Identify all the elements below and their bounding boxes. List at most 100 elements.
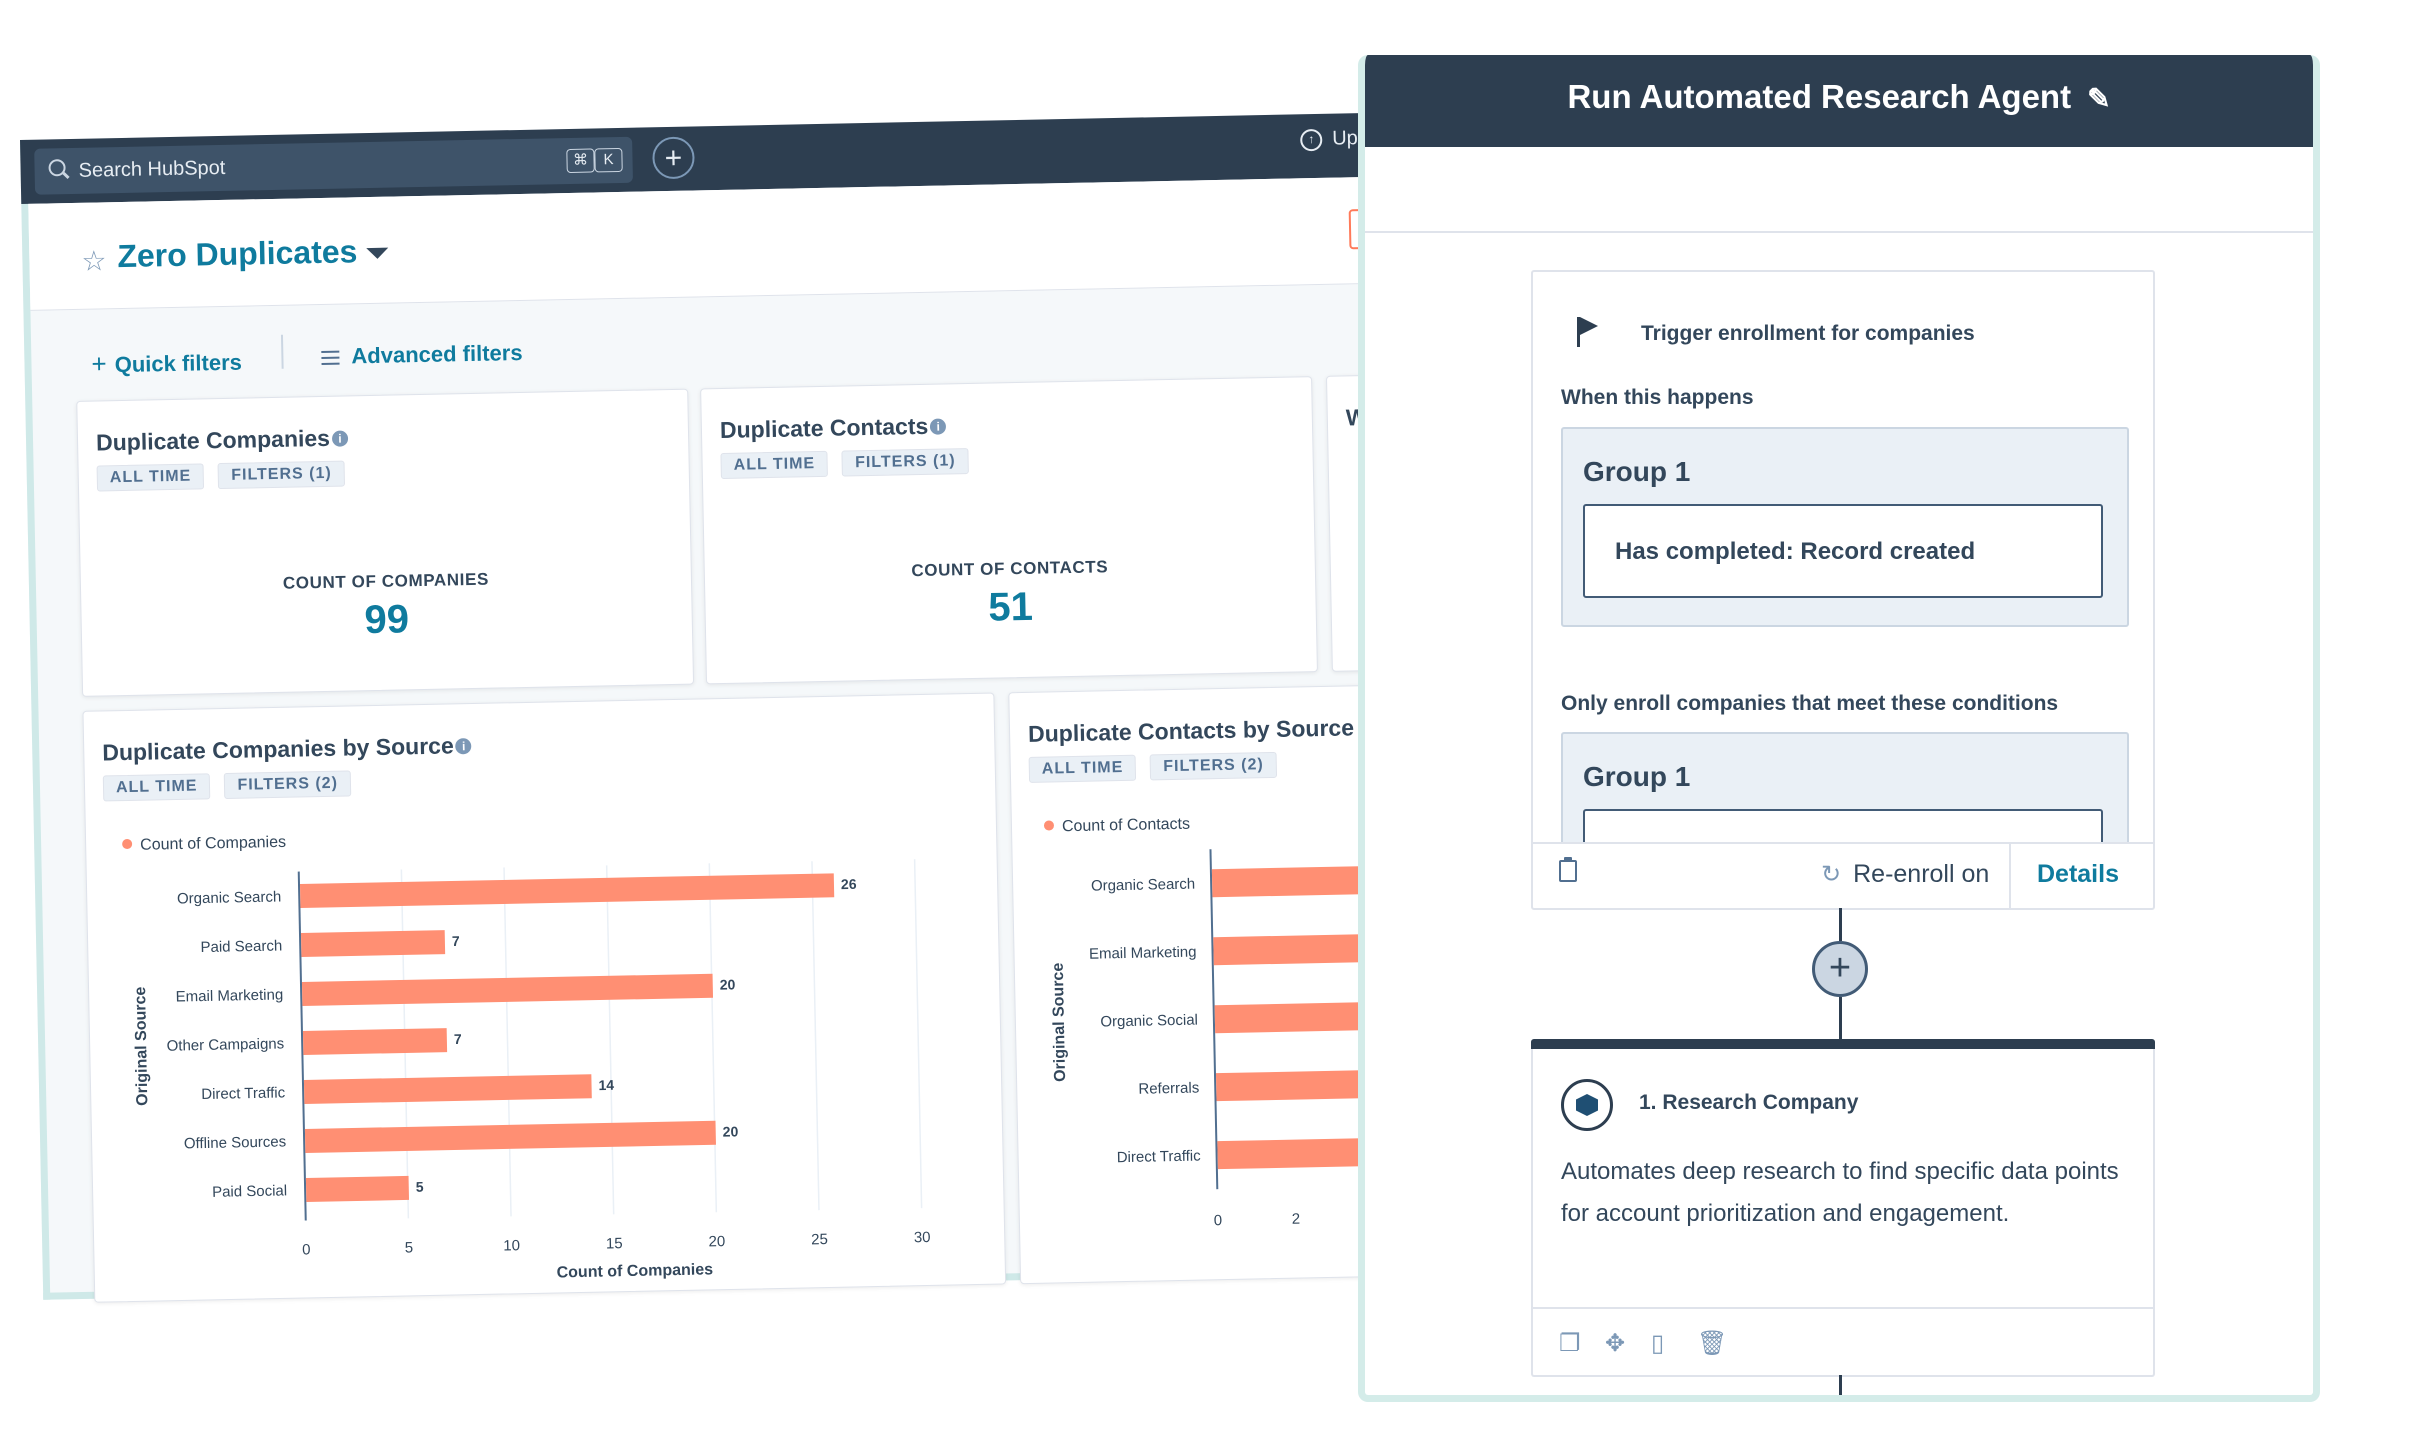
trigger-footer: ↻ Re-enroll on Details	[1533, 842, 2153, 910]
card-title-text: Duplicate Contacts by Source	[1027, 714, 1355, 747]
quick-filters-button[interactable]: + Quick filters	[91, 346, 242, 380]
add-step-button[interactable]: +	[1812, 941, 1868, 997]
y-tick-label: Email Marketing	[1089, 944, 1197, 963]
x-tick-label: 25	[811, 1231, 828, 1248]
legend-swatch	[1043, 820, 1055, 831]
trigger-condition[interactable]: Has completed: Record created	[1583, 504, 2103, 598]
y-tick-label: Organic Search	[1091, 876, 1196, 895]
header-divider	[1365, 231, 2313, 233]
kpi-card-contacts[interactable]: Duplicate Contacts i ALL TIME FILTERS (1)…	[700, 376, 1318, 685]
chart-legend[interactable]: Count of Contacts	[1043, 815, 1191, 837]
x-axis-label: Count of Companies	[556, 1261, 713, 1281]
data-label: 26	[841, 876, 857, 892]
enroll-conditions-group[interactable]: Group 1	[1561, 732, 2129, 842]
search-bar[interactable]: Search HubSpot ⌘ K	[34, 136, 633, 195]
y-tick-label: Email Marketing	[176, 986, 284, 1005]
bar	[304, 1120, 716, 1153]
info-icon[interactable]: i	[331, 430, 349, 447]
legend-label: Count of Contacts	[1061, 815, 1191, 836]
x-tick-label: 30	[914, 1229, 931, 1246]
trigger-group[interactable]: Group 1 Has completed: Record created	[1561, 427, 2129, 627]
y-tick-label: Paid Social	[212, 1182, 287, 1201]
action-card[interactable]: 1. Research Company Automates deep resea…	[1531, 1039, 2155, 1377]
footer-divider	[2009, 844, 2011, 910]
chart-legend[interactable]: Count of Companies	[122, 834, 286, 855]
grid-line	[503, 867, 512, 1217]
kpi-card-companies[interactable]: Duplicate Companies i ALL TIME FILTERS (1…	[76, 388, 695, 697]
card-title: Duplicate Contacts by Source	[1028, 714, 1354, 748]
dashboard-title[interactable]: Zero Duplicates	[116, 233, 358, 275]
re-enroll-status[interactable]: ↻ Re-enroll on	[1821, 860, 1989, 889]
filters-tag[interactable]: FILTERS (2)	[1150, 751, 1278, 781]
companies-bar-chart: 0 5 10 15 20 25 30 Organic Search 26 Paid Search 7…	[132, 859, 931, 1281]
data-label: 14	[598, 1077, 614, 1093]
pencil-icon[interactable]: ✎	[2087, 83, 2111, 114]
workflow-panel: Run Automated Research Agent ✎ Trigger en…	[1358, 55, 2320, 1402]
card-title-text: Duplicate Companies	[95, 424, 331, 456]
y-tick-label: Organic Search	[177, 888, 282, 907]
move-icon[interactable]: ✥	[1605, 1330, 1626, 1357]
legend-label: Count of Companies	[140, 833, 287, 854]
date-range-tag[interactable]: ALL TIME	[1028, 754, 1137, 783]
bar	[301, 973, 714, 1007]
info-icon[interactable]: i	[930, 418, 947, 435]
group-title: Group 1	[1583, 761, 1691, 792]
sliders-icon	[321, 350, 340, 365]
copy-icon[interactable]: ❐	[1559, 1330, 1581, 1357]
card-title-text: Duplicate Contacts	[719, 412, 929, 444]
y-axis-line	[1209, 849, 1219, 1190]
action-toolbar: ❐ ✥ ▯ 🗑	[1533, 1307, 2153, 1377]
y-tick-label: Organic Social	[1100, 1012, 1198, 1031]
plus-icon: +	[91, 348, 107, 379]
grid-line	[708, 863, 718, 1213]
card-title: Duplicate Contacts i	[720, 412, 947, 444]
chart-card-companies-by-source[interactable]: Duplicate Companies by Source i ALL TIME …	[82, 692, 1007, 1303]
data-label: 20	[720, 976, 736, 992]
card-title: Duplicate Companies i	[95, 424, 349, 456]
trigger-card[interactable]: Trigger enrollment for companies When th…	[1531, 270, 2155, 910]
clipboard-icon[interactable]: ▯	[1651, 1330, 1665, 1357]
conditions-label: Only enroll companies that meet these co…	[1561, 692, 2059, 715]
card-title: Duplicate Companies by Source i	[102, 732, 472, 766]
refresh-icon: ↻	[1821, 861, 1842, 888]
x-tick-label: 15	[606, 1235, 623, 1252]
x-tick-label: 10	[503, 1237, 520, 1254]
when-label: When this happens	[1561, 386, 1754, 409]
chevron-down-icon[interactable]	[366, 247, 389, 260]
clipboard-icon[interactable]	[1559, 857, 1577, 882]
k-key-badge: K	[594, 147, 623, 173]
date-range-tag[interactable]: ALL TIME	[720, 450, 829, 480]
upgrade-link[interactable]: ↑ Up	[1300, 127, 1359, 152]
date-range-tag[interactable]: ALL TIME	[102, 773, 211, 802]
details-button[interactable]: Details	[2037, 860, 2119, 888]
y-axis-line	[297, 871, 307, 1221]
upgrade-label: Up	[1332, 127, 1359, 150]
filters-tag[interactable]: FILTERS (1)	[841, 448, 969, 477]
advanced-filters-label: Advanced filters	[351, 339, 523, 369]
action-description: Automates deep research to find specific…	[1561, 1158, 2119, 1227]
favorite-star-icon[interactable]: ☆	[81, 245, 107, 277]
command-key-badge: ⌘	[566, 148, 595, 174]
quick-filters-label: Quick filters	[114, 349, 243, 378]
hexagon-shape	[1576, 1094, 1598, 1116]
kpi-value: 51	[987, 584, 1034, 630]
workflow-title-text: Run Automated Research Agent	[1567, 78, 2072, 115]
trigger-title: Trigger enrollment for companies	[1641, 322, 1975, 345]
flag-icon	[1577, 317, 1598, 347]
filters-tag[interactable]: FILTERS (2)	[224, 770, 352, 800]
filters-tag[interactable]: FILTERS (1)	[218, 460, 345, 490]
data-label: 7	[452, 933, 460, 949]
search-icon	[48, 159, 66, 177]
advanced-filters-button[interactable]: Advanced filters	[321, 340, 523, 370]
x-tick-label: 0	[1214, 1212, 1223, 1229]
data-label: 5	[416, 1179, 424, 1195]
new-tab-button[interactable]: +	[652, 136, 695, 180]
grid-line	[913, 859, 923, 1209]
enroll-condition[interactable]	[1583, 809, 2103, 842]
workflow-title[interactable]: Run Automated Research Agent ✎	[1365, 78, 2313, 116]
date-range-tag[interactable]: ALL TIME	[96, 463, 205, 492]
trash-icon[interactable]: 🗑	[1697, 1330, 1728, 1357]
filter-divider	[280, 334, 284, 369]
info-icon[interactable]: i	[455, 738, 472, 755]
group-title: Group 1	[1583, 456, 1691, 487]
